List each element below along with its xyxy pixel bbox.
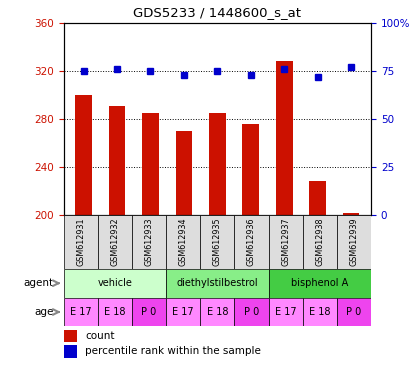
Text: GSM612936: GSM612936: [246, 218, 255, 266]
Bar: [166, 269, 268, 298]
Text: E 18: E 18: [206, 307, 227, 317]
Text: E 18: E 18: [308, 307, 330, 317]
Text: GSM612932: GSM612932: [110, 218, 119, 266]
Bar: [268, 215, 302, 269]
Bar: [108, 106, 125, 384]
Text: P 0: P 0: [346, 307, 361, 317]
Bar: [200, 215, 234, 269]
Bar: [63, 298, 97, 326]
Bar: [97, 215, 132, 269]
Bar: [336, 298, 370, 326]
Text: GSM612934: GSM612934: [178, 218, 187, 266]
Bar: [132, 215, 166, 269]
Text: GSM612937: GSM612937: [281, 218, 290, 266]
Bar: [63, 330, 77, 342]
Bar: [63, 346, 77, 358]
Bar: [234, 298, 268, 326]
Bar: [268, 298, 302, 326]
Bar: [209, 113, 225, 384]
Bar: [336, 215, 370, 269]
Text: GSM612931: GSM612931: [76, 218, 85, 266]
Bar: [142, 113, 158, 384]
Text: agent: agent: [23, 278, 53, 288]
Text: GSM612938: GSM612938: [315, 218, 324, 266]
Text: P 0: P 0: [141, 307, 156, 317]
Bar: [308, 182, 325, 384]
Bar: [63, 269, 166, 298]
Text: diethylstilbestrol: diethylstilbestrol: [176, 278, 258, 288]
Bar: [302, 215, 336, 269]
Bar: [97, 298, 132, 326]
Bar: [200, 298, 234, 326]
Text: P 0: P 0: [243, 307, 258, 317]
Text: E 17: E 17: [172, 307, 193, 317]
Bar: [166, 215, 200, 269]
Bar: [275, 61, 292, 384]
Text: count: count: [85, 331, 114, 341]
Bar: [268, 269, 370, 298]
Bar: [175, 131, 192, 384]
Text: GSM612933: GSM612933: [144, 218, 153, 266]
Text: E 17: E 17: [274, 307, 296, 317]
Text: percentile rank within the sample: percentile rank within the sample: [85, 346, 260, 356]
Bar: [242, 124, 258, 384]
Bar: [302, 298, 336, 326]
Bar: [63, 215, 97, 269]
Text: bisphenol A: bisphenol A: [290, 278, 348, 288]
Text: age: age: [34, 307, 53, 317]
Title: GDS5233 / 1448600_s_at: GDS5233 / 1448600_s_at: [133, 6, 301, 19]
Bar: [342, 213, 358, 384]
Text: E 18: E 18: [104, 307, 125, 317]
Bar: [132, 298, 166, 326]
Text: E 17: E 17: [70, 307, 91, 317]
Bar: [166, 298, 200, 326]
Bar: [234, 215, 268, 269]
Text: GSM612939: GSM612939: [348, 218, 357, 266]
Bar: [75, 95, 92, 384]
Text: GSM612935: GSM612935: [212, 218, 221, 266]
Text: vehicle: vehicle: [97, 278, 132, 288]
